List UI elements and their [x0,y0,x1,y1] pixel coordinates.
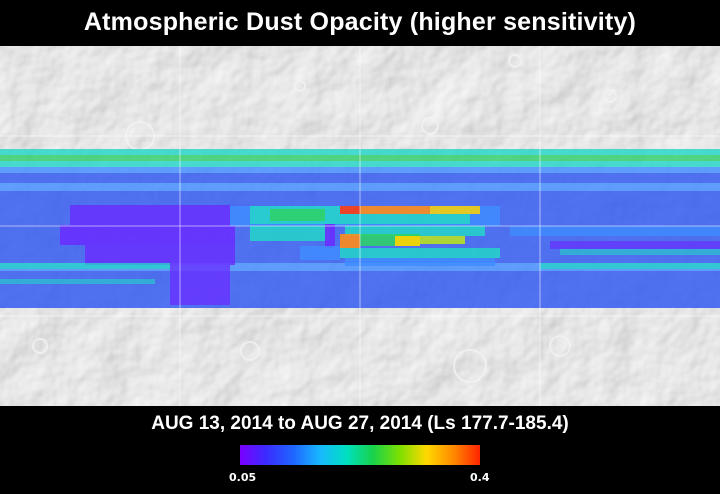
dust-cell [345,258,495,266]
dust-cell [360,206,430,214]
map-svg [0,46,720,406]
dust-cell [0,263,170,269]
dust-cell [0,279,155,284]
crater [240,341,260,361]
dust-cell [300,246,340,260]
dust-cell [250,226,330,241]
crater [294,80,306,92]
dust-cell [170,265,230,305]
dust-cell [325,224,335,248]
colorbar-gradient [240,445,480,465]
colorbar [240,445,480,465]
dust-cell [85,245,235,265]
mars-dust-map [0,46,720,406]
dust-cell [70,205,230,225]
dust-cell [340,214,470,224]
dust-cell [345,226,485,236]
dust-cell [340,234,360,248]
dust-cell [430,206,480,214]
dust-cell [550,241,720,249]
dust-cell [420,236,465,244]
crater [549,335,571,357]
crater [603,89,617,103]
crater [453,349,487,383]
crater [421,117,439,135]
dust-cell [510,226,720,236]
dust-cell [340,206,360,214]
dust-cell [270,209,325,221]
dust-cell [560,249,720,255]
graticule [0,46,720,406]
crater [508,54,522,68]
dust-cell [395,236,420,246]
colorbar-max-label: 0.4 [470,471,490,484]
date-range-caption: AUG 13, 2014 to AUG 27, 2014 (Ls 177.7-1… [151,413,569,434]
dust-cell [60,225,235,245]
map-title: Atmospheric Dust Opacity (higher sensiti… [83,7,637,36]
dust-cell [540,263,720,269]
colorbar-min-label: 0.05 [229,471,257,484]
dust-cell [340,248,500,258]
crater [32,338,48,354]
